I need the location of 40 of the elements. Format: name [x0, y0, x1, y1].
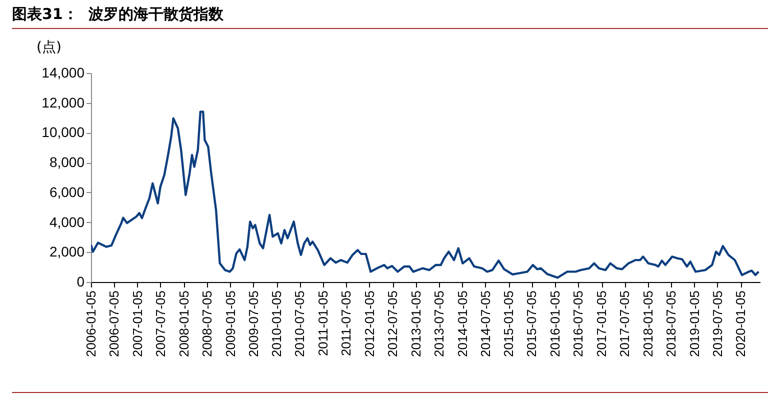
- x-tick-label: 2019-01-05: [686, 290, 702, 357]
- x-tick-label: 2019-07-05: [710, 290, 725, 357]
- y-tick-label: 8,000: [49, 154, 85, 170]
- x-tick-label: 2008-01-05: [176, 290, 192, 357]
- y-tick-label: 6,000: [49, 184, 85, 200]
- x-tick-label: 2017-01-05: [594, 290, 610, 357]
- x-tick-label: 2012-07-05: [385, 290, 400, 357]
- x-tick-label: 2009-07-05: [246, 290, 261, 357]
- x-tick-label: 2007-01-05: [130, 290, 145, 357]
- y-tick-label: 10,000: [42, 124, 85, 140]
- y-tick-label: 2,000: [49, 244, 85, 260]
- y-tick-label: 12,000: [42, 94, 85, 110]
- y-axis-title: (点): [36, 40, 62, 56]
- x-tick-label: 2011-07-05: [338, 290, 354, 356]
- x-tick-label: 2014-01-05: [454, 290, 470, 357]
- x-tick-label: 2015-07-05: [524, 290, 540, 357]
- x-tick-label: 2016-07-05: [570, 290, 586, 357]
- x-tick-label: 2013-01-05: [408, 290, 424, 357]
- y-tick-label: 4,000: [49, 214, 85, 230]
- x-tick-label: 2012-01-05: [362, 290, 377, 357]
- x-tick-label: 2018-07-05: [663, 290, 678, 357]
- x-tick-label: 2014-07-05: [478, 290, 493, 357]
- x-tick-label: 2006-01-05: [84, 290, 98, 357]
- y-tick-label: 14,000: [42, 64, 85, 80]
- x-tick-label: 2018-01-05: [640, 290, 656, 357]
- x-tick-label: 2009-01-05: [222, 290, 238, 357]
- x-tick-label: 2008-07-05: [199, 290, 214, 357]
- x-tick-label: 2010-07-05: [292, 290, 308, 357]
- chart-title: 图表31： 波罗的海干散货指数: [12, 5, 768, 29]
- x-tick-label: 2011-01-05: [316, 290, 331, 356]
- x-tick-label: 2013-07-05: [431, 290, 446, 357]
- x-tick-label: 2016-01-05: [548, 290, 563, 357]
- y-tick-label: 0: [76, 274, 85, 290]
- x-tick-label: 2015-01-05: [501, 290, 516, 357]
- x-tick-label: 2017-07-05: [617, 290, 632, 357]
- x-tick-label: 2010-01-05: [269, 290, 284, 357]
- x-tick-label: 2007-07-05: [152, 290, 168, 357]
- x-tick-label: 2006-07-05: [106, 290, 122, 357]
- x-tick-label: 2020-01-05: [733, 290, 748, 357]
- line-series: [91, 110, 760, 279]
